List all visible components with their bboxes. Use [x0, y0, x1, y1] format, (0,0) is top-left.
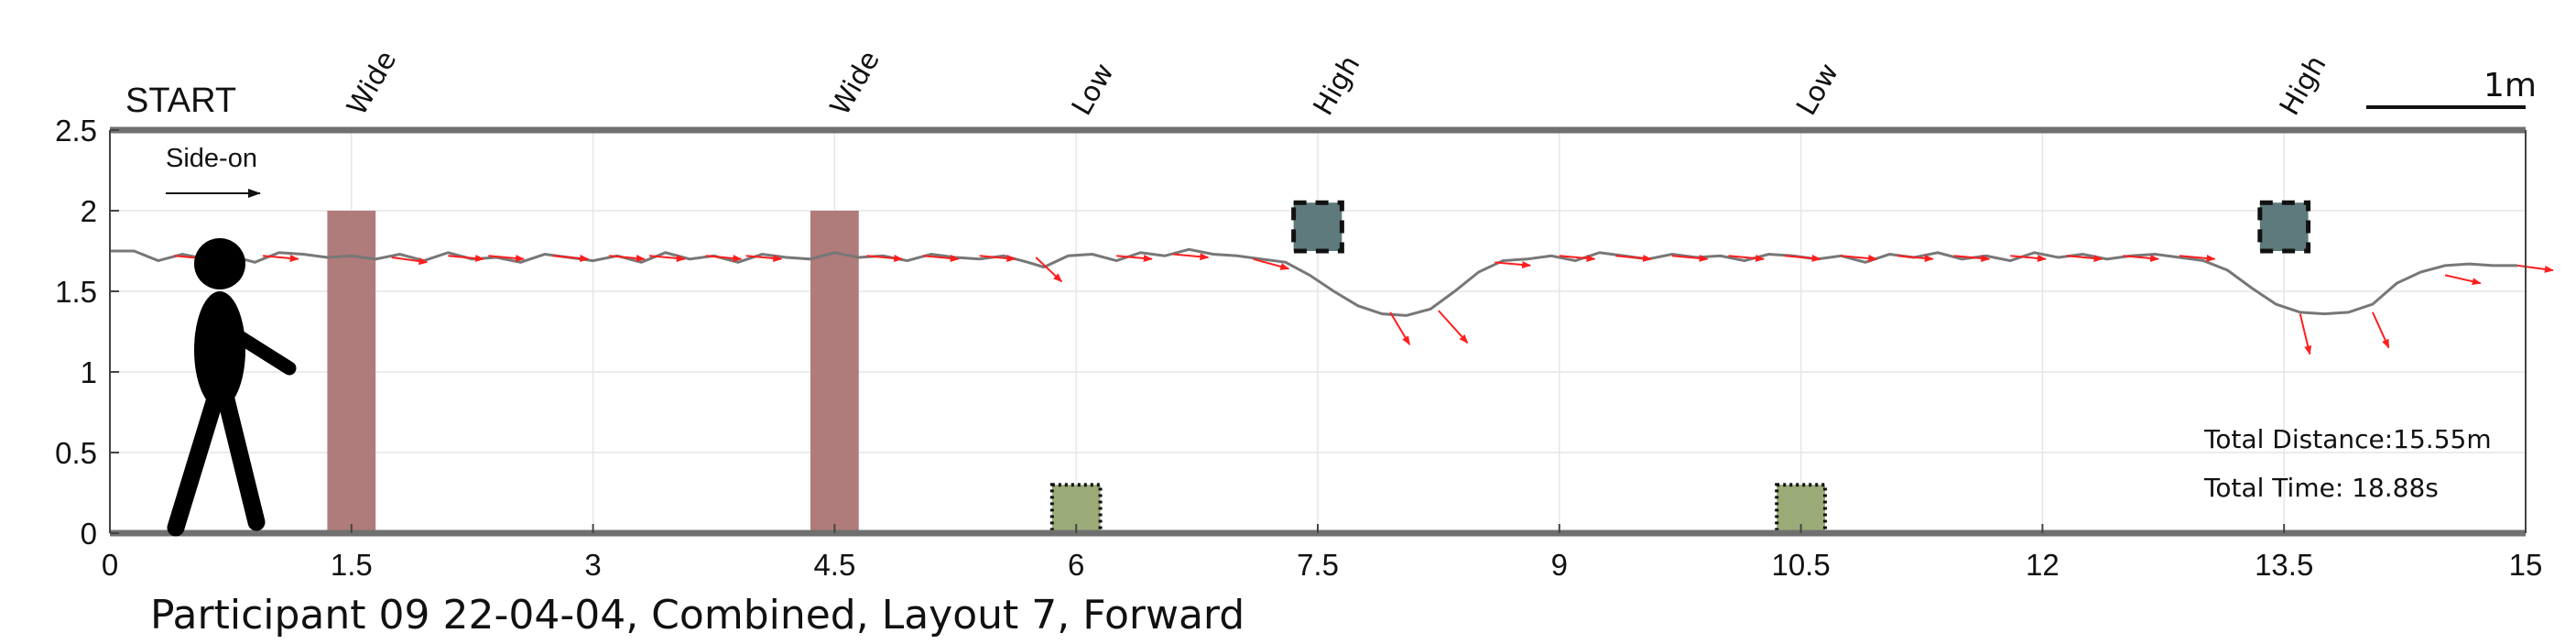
heading-arrow — [923, 255, 960, 262]
figure-caption: Participant 09 22-04-04, Combined, Layou… — [150, 592, 1245, 639]
heading-arrow — [2179, 255, 2216, 262]
obstacles — [327, 200, 2311, 536]
heading-arrow — [391, 257, 429, 266]
heading-arrow — [1035, 257, 1063, 283]
heading-arrow — [262, 255, 299, 262]
x-tick-label: 13.5 — [2255, 548, 2313, 582]
direction-label: Side-on — [166, 144, 257, 173]
x-tick-label: 6 — [1068, 548, 1084, 582]
obstacle-low — [1049, 483, 1103, 536]
heading-arrow — [1559, 255, 1596, 262]
heading-arrow — [1389, 311, 1411, 345]
heading-arrow — [2123, 255, 2160, 262]
heading-arrow — [2372, 311, 2390, 349]
x-axis: 0 1.5 3 4.5 6 7.5 9 10.5 12 13.5 15 — [102, 524, 2543, 582]
x-tick-label: 0 — [102, 548, 118, 582]
heading-arrow — [2066, 255, 2103, 262]
heading-arrow — [2517, 264, 2554, 273]
obstacle-wide — [327, 211, 376, 533]
x-tick-label: 10.5 — [1771, 548, 1830, 582]
x-tick-label: 1.5 — [331, 548, 373, 582]
x-tick-label: 12 — [2026, 548, 2060, 582]
heading-arrow — [979, 255, 1016, 262]
obstacle-label: Wide — [824, 46, 886, 121]
heading-arrow — [1784, 255, 1821, 262]
obstacle-label: High — [2274, 50, 2333, 121]
x-tick-label: 9 — [1551, 548, 1568, 582]
heading-arrow — [488, 255, 525, 262]
heading-arrow — [2299, 313, 2312, 355]
y-tick-label: 0.5 — [55, 436, 97, 470]
x-tick-label: 4.5 — [813, 548, 855, 582]
obstacle-wide — [810, 211, 859, 533]
y-tick-label: 2 — [81, 194, 97, 228]
start-label: START — [125, 82, 236, 120]
heading-arrow — [1172, 253, 1210, 261]
y-tick-label: 1.5 — [55, 275, 97, 309]
obstacle-label: High — [1308, 50, 1367, 121]
scale-label: 1m — [2484, 67, 2537, 104]
x-tick-label: 15 — [2509, 548, 2543, 582]
heading-arrow — [1841, 255, 1878, 262]
heading-arrows — [174, 253, 2554, 355]
heading-arrow — [609, 255, 646, 262]
y-tick-label: 2.5 — [55, 114, 97, 147]
heading-arrow — [552, 255, 590, 262]
heading-arrow — [2010, 255, 2047, 262]
obstacle-label: Wide — [341, 46, 403, 121]
heading-arrow — [745, 255, 783, 262]
total-distance: Total Distance:15.55m — [2203, 424, 2492, 454]
heading-arrow — [1897, 255, 1934, 262]
total-time: Total Time: 18.88s — [2203, 473, 2439, 503]
obstacle-high — [1291, 200, 1344, 254]
heading-arrow — [1438, 310, 1469, 344]
walking-person-icon — [167, 238, 297, 537]
obstacle-label: Low — [1790, 58, 1845, 121]
obstacle-labels: Wide Wide Low High Low High — [341, 46, 2332, 121]
x-tick-label: 3 — [584, 548, 601, 582]
heading-arrow — [1728, 255, 1766, 262]
obstacle-label: Low — [1066, 58, 1121, 121]
heading-arrow — [1495, 261, 1532, 269]
heading-arrow — [1615, 255, 1653, 262]
heading-arrow — [1253, 257, 1290, 270]
x-tick-label: 7.5 — [1297, 548, 1339, 582]
y-axis: 0 0.5 1 1.5 2 2.5 — [55, 114, 119, 551]
heading-arrow — [649, 255, 686, 262]
heading-arrow — [448, 255, 485, 262]
trajectory-line — [110, 247, 2518, 317]
heading-arrow — [1116, 255, 1153, 262]
heading-arrow — [705, 255, 743, 262]
heading-arrow — [1671, 255, 1709, 262]
heading-arrow — [1953, 255, 1991, 262]
obstacle-high — [2257, 200, 2311, 254]
y-tick-label: 0 — [81, 517, 97, 551]
heading-arrow — [866, 255, 904, 262]
y-tick-label: 1 — [81, 355, 97, 389]
heading-arrow — [2444, 274, 2482, 286]
